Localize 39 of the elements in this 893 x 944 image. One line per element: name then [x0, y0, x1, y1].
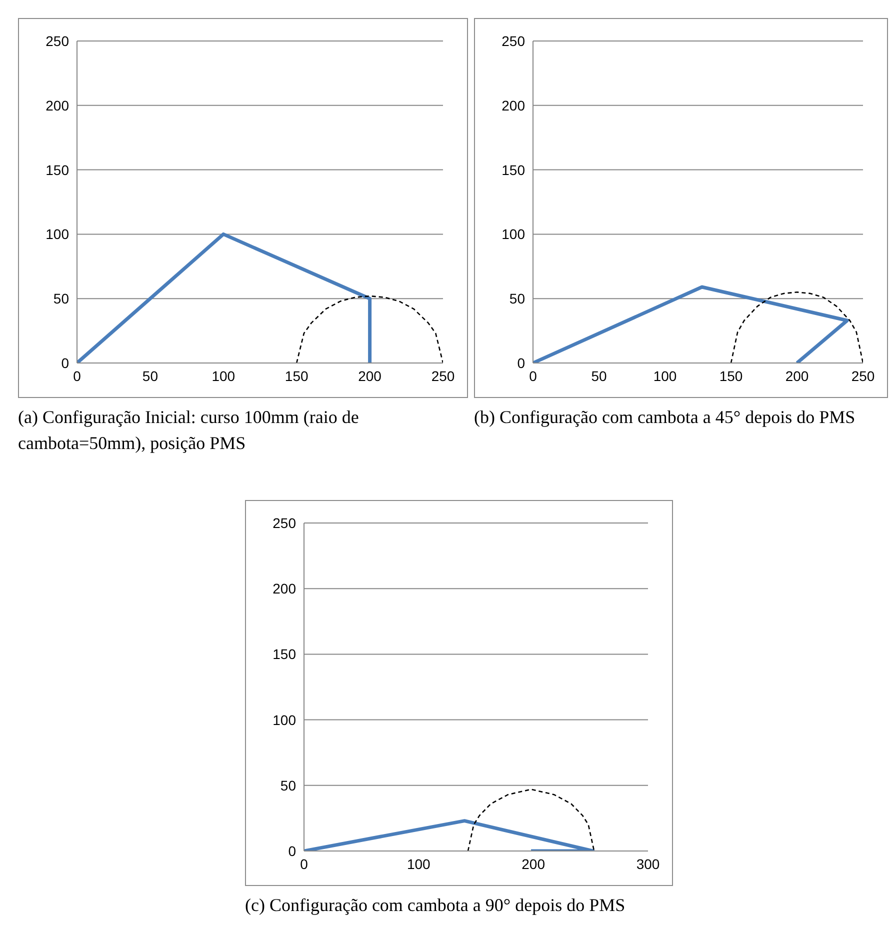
- y-tick-label: 150: [272, 646, 296, 662]
- line-series: [296, 295, 443, 363]
- y-tick-label: 50: [509, 290, 526, 307]
- x-tick-label: 0: [73, 368, 82, 384]
- x-tick-label: 50: [591, 368, 607, 384]
- x-tick-label: 100: [653, 368, 677, 384]
- x-tick-label: 150: [719, 368, 743, 384]
- y-tick-label: 100: [46, 226, 70, 242]
- x-tick-label: 250: [431, 368, 455, 384]
- x-tick-label: 300: [636, 856, 660, 872]
- x-tick-label: 200: [358, 368, 382, 384]
- line-series: [467, 788, 595, 851]
- x-tick-label: 0: [300, 856, 308, 872]
- y-tick-label: 200: [46, 97, 70, 114]
- y-tick-label: 100: [272, 712, 296, 728]
- y-tick-label: 100: [502, 226, 526, 242]
- x-tick-label: 200: [522, 856, 546, 872]
- y-tick-label: 50: [280, 777, 296, 794]
- y-tick-label: 200: [272, 580, 296, 597]
- text: (a) Configuração Inicial: curso 100mm (raio de cambota=50mm), posição PMS: [18, 406, 360, 455]
- x-tick-label: 0: [529, 368, 538, 384]
- y-tick-label: 250: [46, 32, 70, 49]
- y-tick-label: 250: [272, 514, 296, 531]
- y-tick-label: 0: [61, 354, 70, 371]
- text: (b) Configuração com cambota a 45° depois do PMS: [474, 406, 856, 429]
- text: (c) Configuração com cambota a 90° depois do PMS: [245, 894, 626, 917]
- y-tick-label: 150: [502, 162, 526, 178]
- line-series: [730, 292, 863, 363]
- y-tick-label: 250: [502, 32, 526, 49]
- y-tick-label: 0: [517, 354, 526, 371]
- y-tick-label: 150: [46, 162, 70, 178]
- x-tick-label: 100: [406, 856, 431, 872]
- x-tick-label: 50: [142, 368, 158, 384]
- x-tick-label: 200: [785, 368, 809, 384]
- y-tick-label: 200: [502, 97, 526, 114]
- y-tick-label: 0: [288, 842, 296, 859]
- y-tick-label: 50: [53, 290, 70, 307]
- x-tick-label: 250: [851, 368, 875, 384]
- x-tick-label: 100: [212, 368, 236, 384]
